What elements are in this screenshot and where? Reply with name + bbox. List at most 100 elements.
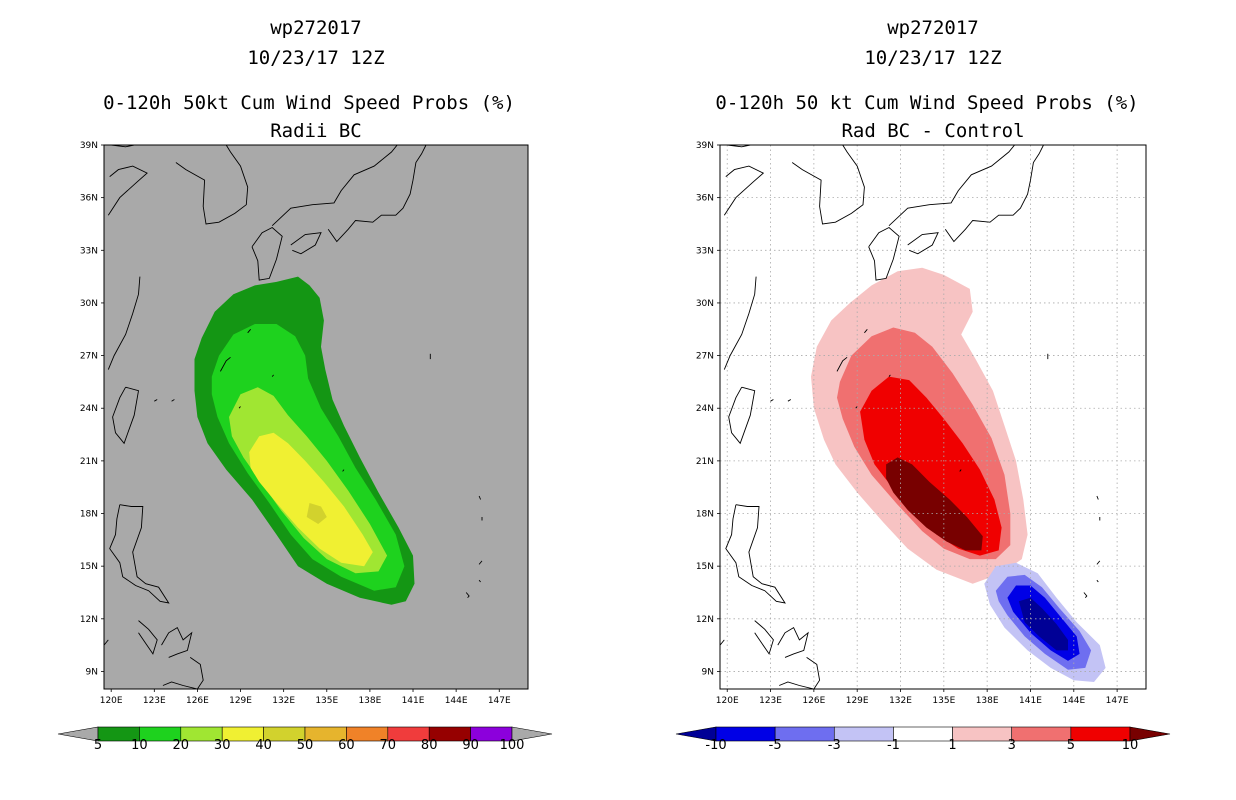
right-coastline (791, 145, 865, 225)
left-xtick-138E: 138E (358, 696, 381, 706)
right-coastline (907, 232, 939, 255)
left-title-line1: wp272017 (270, 17, 362, 39)
left-coastline (478, 579, 481, 583)
left-ytick-12N: 12N (80, 615, 98, 625)
right-colorbar-label: -5 (769, 738, 782, 753)
right-coastline (754, 620, 774, 655)
right-ytick-27N: 27N (696, 352, 714, 362)
right-colorbar-label: 3 (1008, 738, 1016, 753)
left-colorbar-over (511, 726, 553, 742)
right-contour-5 (860, 376, 1002, 556)
right-colorbar-swatch (893, 726, 953, 742)
right-title-line1: wp272017 (887, 17, 979, 39)
left-coastline (107, 276, 141, 370)
right-colorbar-label: 1 (948, 738, 956, 753)
left-colorbar-label: 20 (173, 738, 190, 753)
right-xtick-129E: 129E (846, 696, 869, 706)
right-coastline (723, 165, 765, 216)
left-colorbar-label: 60 (338, 738, 355, 753)
right-colorbar-label: 5 (1067, 738, 1075, 753)
right-coastline (1096, 560, 1101, 565)
right-colorbar-swatch (774, 726, 835, 742)
left-ytick-21N: 21N (80, 457, 98, 467)
left-ytick-15N: 15N (80, 562, 98, 572)
right-xtick-123E: 123E (759, 696, 782, 706)
right-coastline (777, 626, 809, 658)
left-coastline (154, 399, 158, 402)
right-contour-10 (886, 457, 983, 551)
left-coastline (238, 406, 241, 409)
left-colorbar-label: 40 (255, 738, 272, 753)
right-coastline (959, 469, 962, 472)
right-ytick-36N: 36N (696, 194, 714, 204)
right-colorbar-swatch (1011, 726, 1072, 742)
right-coastline (1096, 495, 1099, 500)
left-map-content (104, 145, 483, 689)
left-coastline (247, 329, 251, 334)
left-ytick-24N: 24N (80, 404, 98, 414)
right-coastline (944, 145, 1044, 243)
right-coastline (888, 374, 891, 377)
right-colorbar-label: -10 (705, 738, 726, 753)
left-ytick-33N: 33N (80, 246, 98, 256)
right-coastline (888, 145, 1015, 227)
left-colorbar-label: 80 (421, 738, 438, 753)
left-coastline (478, 495, 482, 500)
left-ytick-30N: 30N (80, 299, 98, 309)
left-coastline (107, 165, 148, 216)
right-xtick-126E: 126E (802, 696, 825, 706)
right-map-frame (719, 144, 1147, 690)
right-coastline (864, 329, 868, 334)
left-ytick-36N: 36N (80, 194, 98, 204)
right-coastline (725, 504, 786, 604)
left-ytick-39N: 39N (80, 141, 98, 151)
right-coastline (868, 226, 900, 281)
left-coastline (271, 374, 274, 377)
left-contour-30 (249, 432, 373, 567)
left-title-line3: 0-120h 50kt Cum Wind Speed Probs (%) (103, 92, 515, 114)
left-coastline (109, 504, 170, 604)
right-xtick-141E: 141E (1019, 696, 1042, 706)
left-ytick-27N: 27N (80, 352, 98, 362)
right-title-line3: 0-120h 50 kt Cum Wind Speed Probs (%) (715, 92, 1139, 114)
right-xtick-138E: 138E (976, 696, 999, 706)
left-coastline (104, 639, 109, 646)
left-coastline (327, 145, 427, 243)
left-coastline (138, 620, 158, 655)
left-coastline (271, 145, 398, 227)
left-coastline (111, 145, 135, 148)
right-xtick-135E: 135E (932, 696, 955, 706)
left-coastline (478, 560, 483, 565)
left-coastline (112, 386, 140, 445)
right-coastline (770, 399, 774, 402)
right-colorbar-label: -1 (887, 738, 900, 753)
left-coastline (161, 626, 193, 658)
right-xtick-120E: 120E (716, 696, 739, 706)
left-coastline (465, 592, 470, 598)
right-colorbar-label: -3 (828, 738, 841, 753)
left-subtitle: Radii BC (270, 120, 362, 142)
left-xtick-132E: 132E (272, 696, 295, 706)
left-xtick-141E: 141E (402, 696, 425, 706)
left-xtick-126E: 126E (186, 696, 209, 706)
right-colorbar-swatch (833, 726, 894, 742)
left-xtick-123E: 123E (143, 696, 166, 706)
right-coastline (855, 406, 858, 409)
left-colorbar-label: 30 (214, 738, 231, 753)
right-title-line2: 10/23/17 12Z (864, 47, 1002, 69)
left-coastline (171, 399, 175, 402)
right-ytick-33N: 33N (696, 246, 714, 256)
right-coastline (728, 386, 756, 445)
left-colorbar-label: 90 (462, 738, 479, 753)
left-colorbar-label: 70 (380, 738, 397, 753)
left-colorbar-label: 50 (297, 738, 314, 753)
right-ytick-21N: 21N (696, 457, 714, 467)
left-xtick-147E: 147E (488, 696, 511, 706)
right-colorbar: -10 -5 -3 -1 1 3 5 10 (675, 726, 1171, 753)
left-coastline (175, 145, 249, 225)
right-colorbar-over (1129, 726, 1171, 742)
right-coastline (1096, 579, 1099, 583)
left-xtick-120E: 120E (100, 696, 123, 706)
left-xtick-129E: 129E (229, 696, 252, 706)
left-coastline (290, 232, 322, 255)
